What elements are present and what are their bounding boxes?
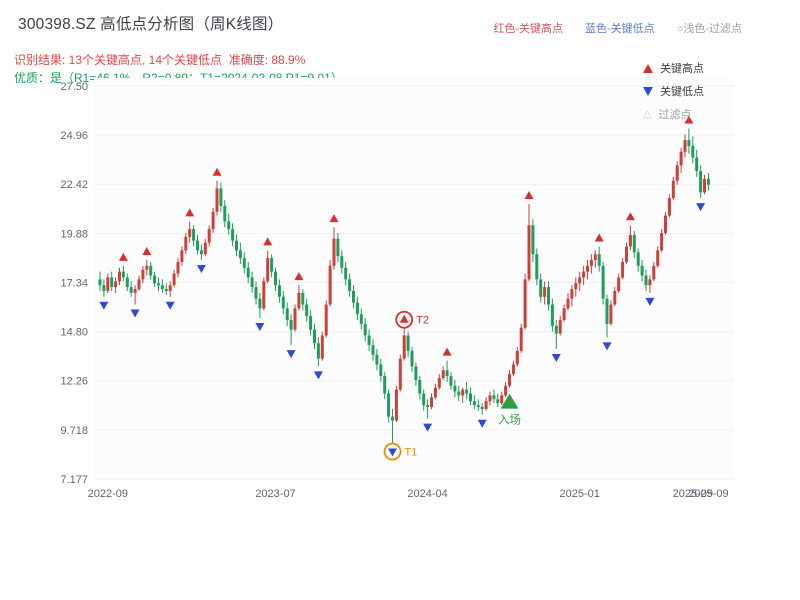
svg-text:12.26: 12.26 <box>60 376 88 388</box>
top-legend-key-low: 蓝色-关键低点 <box>585 23 655 35</box>
svg-text:2022-09: 2022-09 <box>88 488 128 500</box>
svg-text:T1: T1 <box>405 447 418 459</box>
svg-text:T2: T2 <box>416 315 429 327</box>
svg-text:2025-01: 2025-01 <box>560 488 600 500</box>
down-triangle-icon <box>643 86 653 96</box>
legend-item-key-high: 关键高点 <box>643 60 704 76</box>
svg-text:14.80: 14.80 <box>60 327 88 339</box>
svg-text:17.34: 17.34 <box>60 277 88 289</box>
recognition-result-text: 识别结果: 13个关键高点, 14个关键低点 准确度: 88.9% <box>14 53 306 67</box>
legend-label: 关键高点 <box>660 63 704 75</box>
svg-text:2025-09: 2025-09 <box>673 488 713 500</box>
legend-label: 关键低点 <box>660 86 704 98</box>
legend-label: 过滤点 <box>658 109 692 121</box>
svg-text:22.42: 22.42 <box>60 179 88 191</box>
svg-text:27.50: 27.50 <box>60 81 88 93</box>
svg-text:2025-09: 2025-09 <box>688 488 728 500</box>
svg-text:24.96: 24.96 <box>60 130 88 142</box>
top-legend-key-high: 红色-关键高点 <box>493 23 564 35</box>
top-legend: 红色-关键高点 蓝色-关键低点 ○浅色-过滤点 <box>493 20 742 36</box>
svg-text:2023-07: 2023-07 <box>255 488 295 500</box>
chart-legend: 关键高点 关键低点 △ 过滤点 <box>643 60 704 122</box>
filter-triangle-icon: △ <box>643 107 652 120</box>
legend-item-key-low: 关键低点 <box>643 83 704 99</box>
svg-text:9.718: 9.718 <box>60 425 88 437</box>
top-legend-filtered: ○浅色-过滤点 <box>676 23 742 35</box>
svg-text:入场: 入场 <box>498 413 521 427</box>
svg-text:7.177: 7.177 <box>60 474 88 486</box>
svg-text:19.88: 19.88 <box>60 228 88 240</box>
page-title: 300398.SZ 高低点分析图（周K线图） <box>18 16 284 33</box>
legend-item-filtered: △ 过滤点 <box>643 106 704 122</box>
svg-text:2024-04: 2024-04 <box>407 488 447 500</box>
up-triangle-icon <box>643 63 653 73</box>
